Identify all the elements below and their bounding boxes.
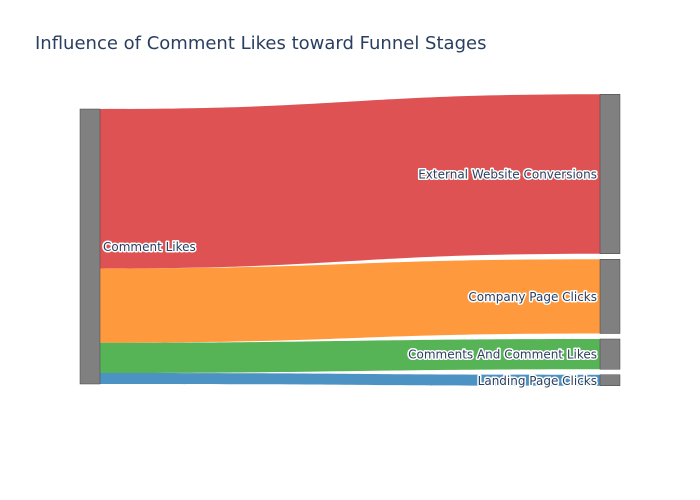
sankey-link-landing-page-clicks[interactable]: [100, 373, 600, 386]
links-layer: [100, 94, 600, 386]
node-label-company-page-clicks: Company Page Clicks: [468, 290, 597, 304]
node-label-comment-likes: Comment Likes: [103, 240, 196, 254]
sankey-node-company-page-clicks[interactable]: [599, 259, 621, 334]
chart-title: Influence of Comment Likes toward Funnel…: [35, 33, 487, 54]
sankey-link-external-website-conversions[interactable]: [100, 94, 600, 269]
nodes-layer: [79, 94, 621, 386]
sankey-node-landing-page-clicks[interactable]: [599, 374, 621, 386]
sankey-link-company-page-clicks[interactable]: [100, 259, 600, 343]
labels-layer: Comment Likes External Website Conversion…: [102, 166, 599, 389]
node-label-landing-page-clicks: Landing Page Clicks: [478, 374, 597, 388]
sankey-node-comments-and-comment-likes[interactable]: [599, 338, 621, 370]
sankey-link-comments-and-comment-likes[interactable]: [100, 339, 600, 373]
sankey-node-comment-likes[interactable]: [79, 108, 101, 385]
node-label-comments-and-comment-likes: Comments And Comment Likes: [408, 348, 597, 362]
sankey-node-external-website-conversions[interactable]: [599, 94, 621, 254]
node-label-external-website-conversions: External Website Conversions: [418, 168, 597, 182]
